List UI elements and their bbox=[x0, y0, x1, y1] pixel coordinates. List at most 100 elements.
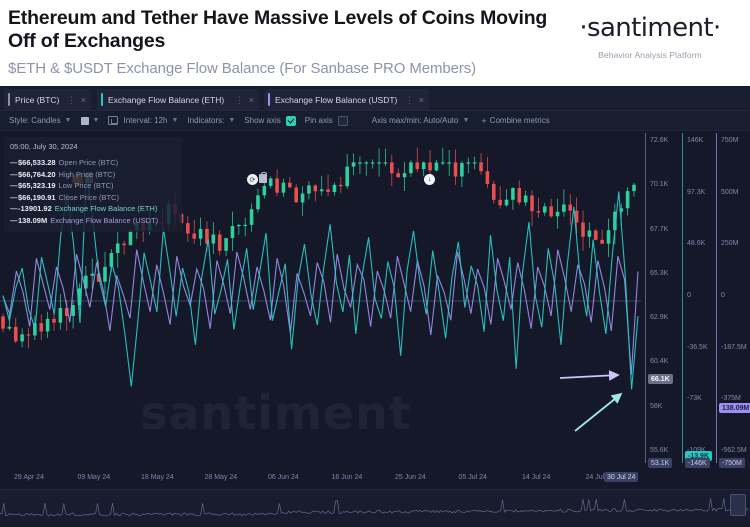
tooltip-metric-name: Exchange Flow Balance (USDT) bbox=[50, 215, 159, 225]
candle-body bbox=[491, 183, 496, 200]
x-axis: 29 Apr 24 09 May 24 18 May 24 28 May 24 06 J… bbox=[0, 471, 750, 487]
candle-body bbox=[205, 228, 209, 244]
axis-line bbox=[716, 133, 717, 463]
candle-body bbox=[281, 182, 286, 193]
x-axis-tick-label: 06 Jun 24 bbox=[268, 474, 299, 481]
style-selector[interactable]: Style: Candles ▼ bbox=[9, 116, 72, 125]
pin-axis-toggle[interactable]: Pin axis bbox=[304, 115, 348, 126]
header-text-block: Ethereum and Tether Have Massive Levels … bbox=[0, 0, 550, 78]
checkbox-checked-icon[interactable] bbox=[285, 115, 296, 126]
color-selector[interactable]: ▼ bbox=[80, 116, 99, 125]
tooltip-row: — $66,533.28 Open Price (BTC) bbox=[10, 157, 176, 169]
tab-menu-icon[interactable] bbox=[235, 97, 244, 103]
combine-metrics-button[interactable]: + Combine metrics bbox=[481, 116, 549, 126]
tooltip-rows: — $66,533.28 Open Price (BTC) — $66,764.20 Hi… bbox=[10, 157, 176, 226]
download-icon[interactable]: ↓ bbox=[424, 174, 435, 185]
candle-body bbox=[421, 162, 426, 170]
tooltip-row: —138.09M Exchange Flow Balance (USDT) bbox=[10, 215, 176, 227]
chart-tooltip-legend: 05:00, July 30, 2024 — $66,533.28 Open Pri… bbox=[4, 137, 182, 232]
tooltip-value: $66,190.91 bbox=[18, 192, 56, 202]
tab-close-icon[interactable]: × bbox=[80, 94, 86, 105]
candle-body bbox=[472, 162, 477, 164]
candle-body bbox=[300, 193, 305, 203]
brand-block: ·santiment· Behavior Analysis Platform bbox=[550, 0, 750, 60]
candle-body bbox=[383, 162, 388, 164]
candle-body bbox=[262, 185, 267, 196]
indicators-label: Indicators: bbox=[187, 116, 225, 125]
chart-area[interactable]: santiment 05:00, July 30, 2024 — $66,533.… bbox=[0, 131, 750, 491]
pin-axis-label: Pin axis bbox=[304, 116, 333, 125]
candle-body bbox=[211, 234, 216, 244]
axis-minmax-selector[interactable]: Axis max/min: Auto/Auto ▼ bbox=[372, 116, 470, 125]
tooltip-metric-name: Low Price (BTC) bbox=[58, 181, 114, 190]
axis-tick-label: 58K bbox=[650, 402, 663, 410]
y-axis-eth-flow[interactable]: 146K 97.3K 48.6K 0 -36.5K -73K -109K-13.9K-146… bbox=[682, 131, 718, 471]
axis-tick-label: 55.6K bbox=[650, 447, 669, 454]
chart-navigator[interactable] bbox=[0, 489, 750, 522]
candle-body bbox=[389, 162, 394, 174]
chart-toolbar: Style: Candles ▼ ▼ Interval: 12h ▼ Indic… bbox=[0, 111, 750, 131]
axis-tick-label: -187.5M bbox=[721, 343, 747, 351]
candle-body bbox=[332, 184, 337, 192]
candle-body bbox=[428, 162, 432, 171]
candle-body bbox=[568, 204, 573, 211]
candle-body bbox=[224, 238, 228, 251]
tab-color-swatch bbox=[8, 93, 10, 106]
candle-body bbox=[103, 266, 107, 282]
indicators-selector[interactable]: Indicators: ▼ bbox=[187, 116, 235, 125]
show-axis-toggle[interactable]: Show axis bbox=[244, 115, 296, 126]
candle-body bbox=[549, 206, 553, 217]
tab-close-icon[interactable]: × bbox=[418, 94, 424, 105]
interval-selector[interactable]: Interval: 12h ▼ bbox=[108, 116, 178, 125]
checkbox-unchecked-icon[interactable] bbox=[337, 115, 348, 126]
candle-body bbox=[122, 243, 126, 246]
candle-body bbox=[20, 334, 24, 342]
candle-body bbox=[326, 189, 330, 192]
axis-current-value-badge: 66.1K bbox=[648, 374, 673, 384]
candle-body bbox=[415, 162, 420, 170]
candle-body bbox=[485, 171, 490, 184]
x-axis-tick-label: 29 Apr 24 bbox=[14, 474, 44, 481]
combine-metrics-label: Combine metrics bbox=[489, 116, 550, 125]
tab-close-icon[interactable]: × bbox=[248, 94, 254, 105]
refresh-icon[interactable]: ⟳ bbox=[247, 174, 258, 185]
candle-body bbox=[249, 209, 254, 225]
tab-menu-icon[interactable] bbox=[67, 97, 76, 103]
axis-tick-label: 70.1K bbox=[650, 181, 669, 189]
tab-exchange-flow-balance-usdt[interactable]: Exchange Flow Balance (USDT) × bbox=[264, 89, 429, 110]
candle-body bbox=[498, 199, 502, 206]
candle-body bbox=[606, 230, 611, 244]
candle-body bbox=[587, 230, 592, 237]
y-axis-usdt-flow[interactable]: 750M 500M 250M 0 -187.5M -375M -562.5M 138.09M -… bbox=[716, 131, 750, 471]
y-axis-price-btc[interactable]: 72.6K 70.1K 67.7K 65.3K 62.9K 60.4K 58K 55.6K 66… bbox=[645, 131, 681, 471]
tooltip-dash: — bbox=[10, 181, 18, 190]
candle-body bbox=[45, 318, 50, 332]
axis-tick-label: -73K bbox=[687, 395, 702, 403]
candle-body bbox=[256, 195, 260, 210]
candle-body bbox=[307, 185, 311, 194]
axis-tick-label: -109K bbox=[687, 447, 706, 454]
tab-exchange-flow-balance-eth[interactable]: Exchange Flow Balance (ETH) × bbox=[97, 89, 259, 110]
interval-icon bbox=[108, 116, 119, 125]
candle-body bbox=[555, 211, 560, 217]
x-axis-tick-label: 09 May 24 bbox=[77, 474, 111, 481]
axis-tick-label: 0 bbox=[687, 292, 691, 299]
tooltip-dash: — bbox=[10, 192, 18, 202]
candle-body bbox=[243, 224, 248, 227]
lock-icon bbox=[259, 171, 267, 183]
axis-min-value-badge: 53.1K bbox=[648, 458, 673, 468]
tooltip-dash: — bbox=[10, 169, 18, 179]
axis-tick-label: -562.5M bbox=[721, 447, 747, 454]
candle-body bbox=[39, 323, 44, 332]
tab-price-btc[interactable]: Price (BTC) × bbox=[4, 89, 91, 110]
candle-body bbox=[77, 288, 82, 306]
candle-body bbox=[275, 178, 279, 193]
tab-menu-icon[interactable] bbox=[405, 97, 414, 103]
tooltip-dash: — bbox=[10, 215, 18, 225]
style-label: Style: Candles bbox=[9, 116, 61, 125]
candle-body bbox=[562, 204, 566, 212]
x-axis-tick-label: 05 Jul 24 bbox=[458, 474, 487, 481]
logo-tagline: Behavior Analysis Platform bbox=[598, 50, 702, 60]
candle-body bbox=[186, 223, 190, 234]
navigator-handle[interactable] bbox=[730, 494, 746, 516]
